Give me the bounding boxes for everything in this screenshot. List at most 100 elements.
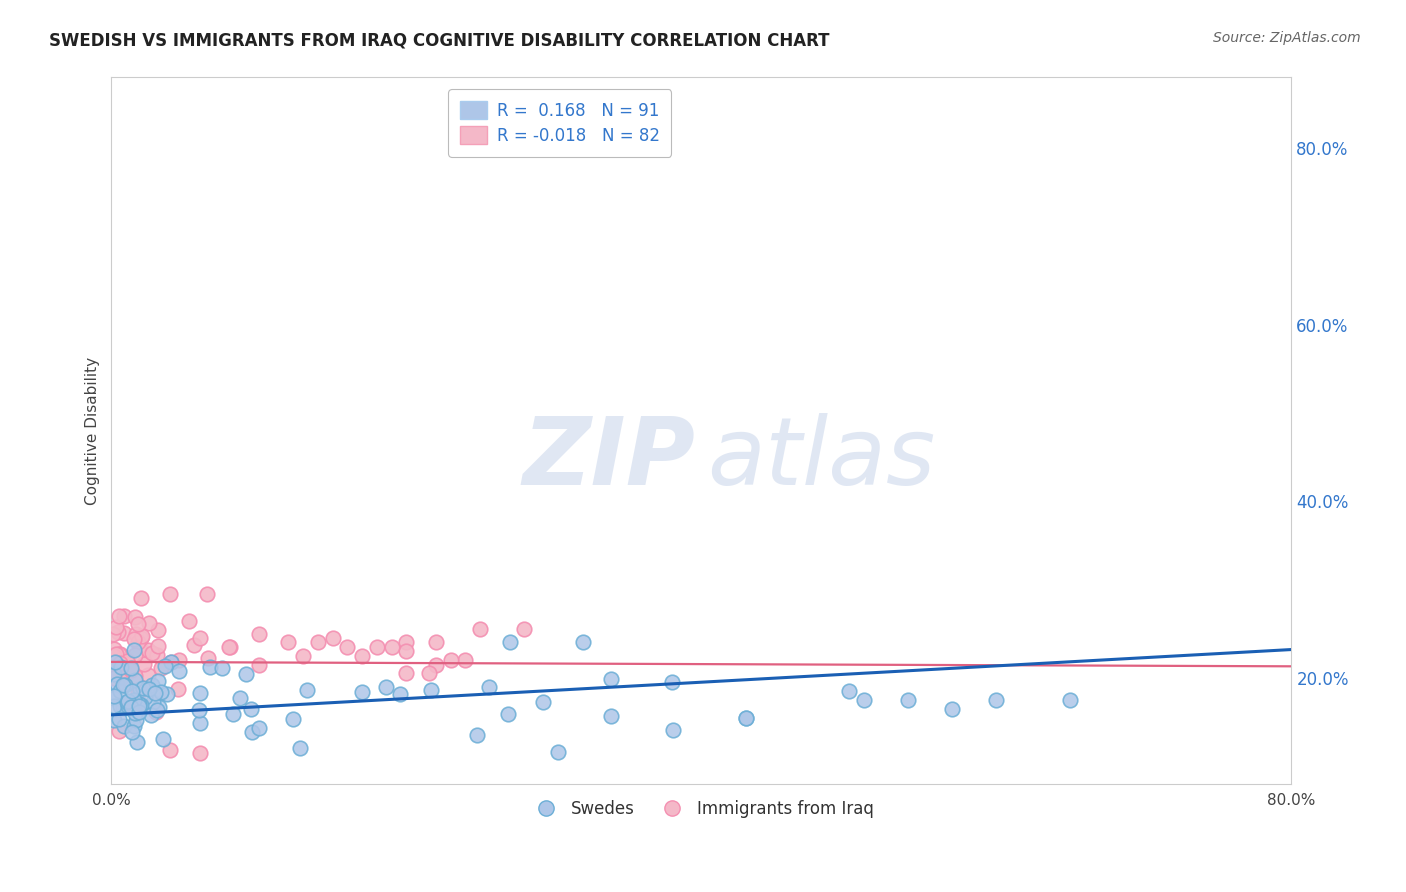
- Point: [152, 732, 174, 747]
- Point: [112, 650, 135, 665]
- Point: [146, 703, 169, 717]
- Point: [117, 651, 139, 665]
- Point: [838, 684, 860, 698]
- Point: [478, 680, 501, 694]
- Point: [143, 686, 166, 700]
- Point: [103, 690, 125, 704]
- Point: [167, 682, 190, 697]
- Point: [734, 710, 756, 724]
- Point: [187, 703, 209, 717]
- Point: [121, 684, 143, 698]
- Point: [145, 648, 167, 662]
- Point: [661, 675, 683, 690]
- Point: [188, 746, 211, 760]
- Y-axis label: Cognitive Disability: Cognitive Disability: [86, 357, 100, 505]
- Point: [124, 669, 146, 683]
- Point: [103, 648, 125, 663]
- Point: [160, 656, 183, 670]
- Point: [103, 713, 125, 727]
- Point: [107, 712, 129, 726]
- Point: [496, 706, 519, 721]
- Point: [108, 648, 131, 662]
- Point: [138, 682, 160, 697]
- Point: [734, 710, 756, 724]
- Point: [121, 696, 143, 710]
- Point: [195, 587, 218, 601]
- Point: [108, 723, 131, 738]
- Point: [374, 680, 396, 694]
- Point: [124, 632, 146, 647]
- Point: [103, 666, 125, 681]
- Point: [277, 635, 299, 649]
- Point: [124, 648, 146, 663]
- Point: [160, 655, 183, 669]
- Point: [105, 676, 128, 690]
- Point: [128, 682, 150, 697]
- Point: [531, 695, 554, 709]
- Point: [547, 745, 569, 759]
- Point: [122, 643, 145, 657]
- Point: [167, 665, 190, 679]
- Point: [389, 687, 412, 701]
- Text: ZIP: ZIP: [523, 413, 696, 505]
- Point: [177, 615, 200, 629]
- Point: [235, 667, 257, 681]
- Point: [159, 743, 181, 757]
- Point: [572, 635, 595, 649]
- Point: [295, 683, 318, 698]
- Point: [114, 678, 136, 692]
- Point: [188, 685, 211, 699]
- Point: [138, 643, 160, 657]
- Point: [148, 673, 170, 688]
- Point: [124, 706, 146, 720]
- Point: [101, 627, 124, 641]
- Point: [218, 640, 240, 654]
- Point: [941, 701, 963, 715]
- Point: [281, 712, 304, 726]
- Point: [188, 631, 211, 645]
- Point: [986, 693, 1008, 707]
- Point: [104, 655, 127, 669]
- Point: [440, 653, 463, 667]
- Point: [156, 687, 179, 701]
- Point: [197, 650, 219, 665]
- Point: [454, 653, 477, 667]
- Point: [146, 623, 169, 637]
- Point: [662, 723, 685, 737]
- Point: [129, 698, 152, 712]
- Point: [110, 656, 132, 670]
- Point: [148, 699, 170, 714]
- Point: [122, 719, 145, 733]
- Point: [169, 653, 191, 667]
- Point: [211, 661, 233, 675]
- Point: [112, 609, 135, 624]
- Text: SWEDISH VS IMMIGRANTS FROM IRAQ COGNITIVE DISABILITY CORRELATION CHART: SWEDISH VS IMMIGRANTS FROM IRAQ COGNITIV…: [49, 31, 830, 49]
- Point: [105, 669, 128, 683]
- Point: [198, 660, 221, 674]
- Point: [125, 627, 148, 641]
- Point: [395, 635, 418, 649]
- Point: [101, 660, 124, 674]
- Point: [425, 635, 447, 649]
- Point: [352, 648, 374, 663]
- Point: [110, 699, 132, 714]
- Point: [110, 657, 132, 671]
- Point: [127, 617, 149, 632]
- Point: [115, 661, 138, 675]
- Point: [120, 663, 142, 677]
- Point: [249, 722, 271, 736]
- Point: [131, 629, 153, 643]
- Point: [127, 686, 149, 700]
- Point: [125, 713, 148, 727]
- Point: [112, 719, 135, 733]
- Point: [336, 640, 359, 654]
- Point: [122, 693, 145, 707]
- Point: [239, 702, 262, 716]
- Point: [128, 706, 150, 720]
- Point: [117, 694, 139, 708]
- Legend: Swedes, Immigrants from Iraq: Swedes, Immigrants from Iraq: [523, 794, 880, 825]
- Point: [112, 678, 135, 692]
- Point: [155, 659, 177, 673]
- Point: [288, 741, 311, 756]
- Point: [128, 699, 150, 714]
